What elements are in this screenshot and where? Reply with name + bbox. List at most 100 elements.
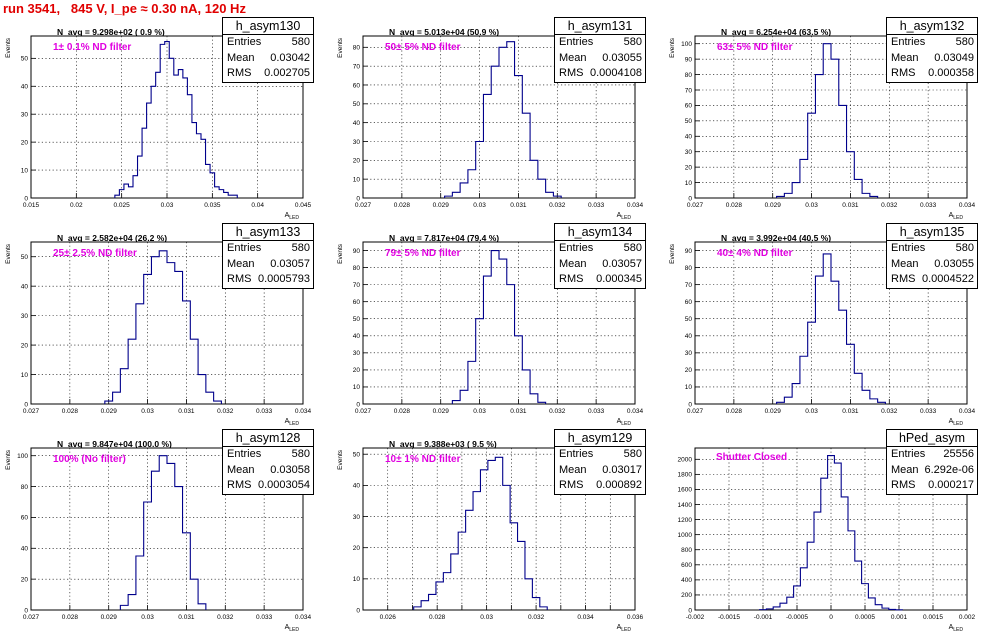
histogram-bin [800,356,808,404]
y-tick-label: 70 [353,63,361,70]
histogram-bin [503,485,510,610]
filter-label: 100% (No filter) [53,454,126,465]
y-tick-label: 40 [21,84,29,91]
histogram-bin [814,512,821,610]
histogram-bin [483,276,491,404]
stats-rms-value: 0.0003054 [258,478,310,494]
x-tick-label: 0.029 [101,614,118,621]
y-tick-label: 70 [685,282,693,289]
y-tick-label: 30 [685,149,693,156]
histogram-bin [421,601,428,610]
x-tick-label: 0.031 [842,202,859,209]
histogram-bin [807,542,814,610]
histogram-bin [553,196,561,198]
histogram-bin [828,456,835,610]
x-tick-label: 0.03 [161,202,174,209]
x-axis-label: ALED [285,212,300,221]
filter-label: 10± 1% ND filter [385,454,461,465]
y-tick-label: 1800 [678,472,693,479]
x-tick-label: 0.034 [577,614,594,621]
x-tick-label: 0.028 [394,408,411,415]
histogram-bin [862,584,869,610]
x-tick-label: 0.028 [62,614,79,621]
stats-rms-label: RMS [559,66,583,82]
stats-mean-value: 0.03058 [270,463,310,479]
y-tick-label: 10 [353,384,361,391]
x-tick-label: 0.033 [588,408,605,415]
y-tick-label: 40 [353,120,361,127]
y-tick-label: 30 [353,514,361,521]
x-axis-label: ALED [285,418,300,427]
histogram-bin [862,390,870,404]
y-tick-label: 60 [353,82,361,89]
histogram-bin [784,397,792,404]
x-tick-label: 0.034 [959,408,976,415]
histogram-bin [124,184,129,198]
y-tick-label: 20 [685,164,693,171]
y-axis-label: Events [669,243,676,264]
x-tick-label: -0.0005 [786,614,808,621]
y-tick-label: 70 [685,87,693,94]
stats-mean-value: 0.03049 [934,51,974,67]
x-tick-label: 0.025 [114,202,131,209]
histogram-bin [183,301,191,404]
histogram-bin [792,384,800,404]
histogram-bin [460,183,468,198]
histogram-bin [515,76,523,198]
y-tick-label: 60 [353,299,361,306]
y-axis-label: Events [337,37,344,58]
x-tick-label: 0.032 [528,614,545,621]
x-tick-label: 0 [829,614,833,621]
histogram-bin [429,594,436,610]
stats-rms-label: RMS [559,272,583,288]
stats-mean-value: 6.292e-06 [924,463,974,479]
y-tick-label: 10 [21,372,29,379]
x-tick-label: 0.034 [295,408,312,415]
stats-entries-label: Entries [227,447,261,463]
histogram-bin [159,251,167,404]
x-tick-label: 0.032 [881,202,898,209]
x-tick-label: 0.032 [549,408,566,415]
stats-entries-value: 25556 [943,447,974,463]
y-tick-label: 100 [17,453,28,460]
y-tick-label: 50 [353,452,361,459]
x-tick-label: -0.001 [754,614,773,621]
stats-mean-label: Mean [559,257,587,273]
y-tick-label: 400 [681,577,692,584]
x-tick-label: 0.029 [765,408,782,415]
y-tick-label: 80 [685,72,693,79]
y-tick-label: 10 [21,167,29,174]
stats-mean-label: Mean [559,463,587,479]
stats-entries-value: 580 [956,241,974,257]
x-axis-label: ALED [949,212,964,221]
histogram-bin [174,75,179,198]
x-tick-label: 0.027 [355,408,372,415]
histogram-bin [190,339,198,404]
histogram-bin [538,179,546,198]
filter-label: 25± 2.5% ND filter [53,248,137,259]
y-tick-label: 0 [24,195,28,202]
histogram-bin [834,463,841,610]
stats-rms-label: RMS [559,478,583,494]
histogram-bin [510,523,517,610]
x-tick-label: 0.036 [627,614,644,621]
histogram-bin [499,47,507,198]
n-avg-label: N_avg = 9.298e+02 ( 0.9 %) [57,27,165,37]
y-tick-label: 60 [685,103,693,110]
histogram-bin [196,134,201,198]
histogram-bin [160,44,165,198]
x-tick-label: 0.03 [473,202,486,209]
histogram-bin [841,497,848,610]
filter-label: 40± 4% ND filter [717,248,793,259]
x-tick-label: 0.026 [380,614,397,621]
stats-entries-value: 580 [292,35,310,51]
